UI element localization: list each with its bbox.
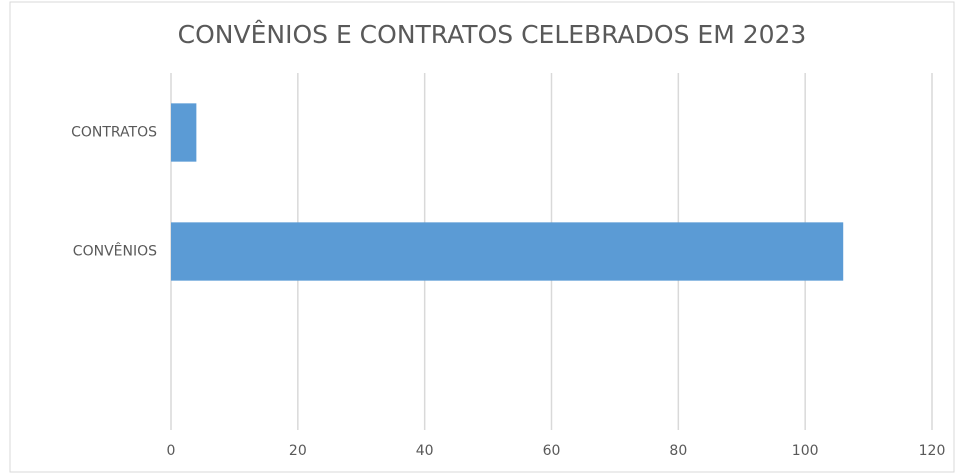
x-tick-label: 20 — [289, 443, 307, 459]
y-tick-label: CONTRATOS — [71, 125, 157, 141]
x-tick-label: 40 — [416, 443, 434, 459]
bar — [171, 103, 197, 162]
bar — [171, 222, 844, 281]
x-tick-label: 60 — [543, 443, 561, 459]
chart-title: CONVÊNIOS E CONTRATOS CELEBRADOS EM 2023 — [178, 20, 807, 49]
x-tick-label: 80 — [669, 443, 687, 459]
x-tick-label: 120 — [919, 443, 946, 459]
x-tick-label: 0 — [167, 443, 176, 459]
x-tick-label: 100 — [792, 443, 819, 459]
y-tick-label: CONVÊNIOS — [73, 242, 157, 260]
